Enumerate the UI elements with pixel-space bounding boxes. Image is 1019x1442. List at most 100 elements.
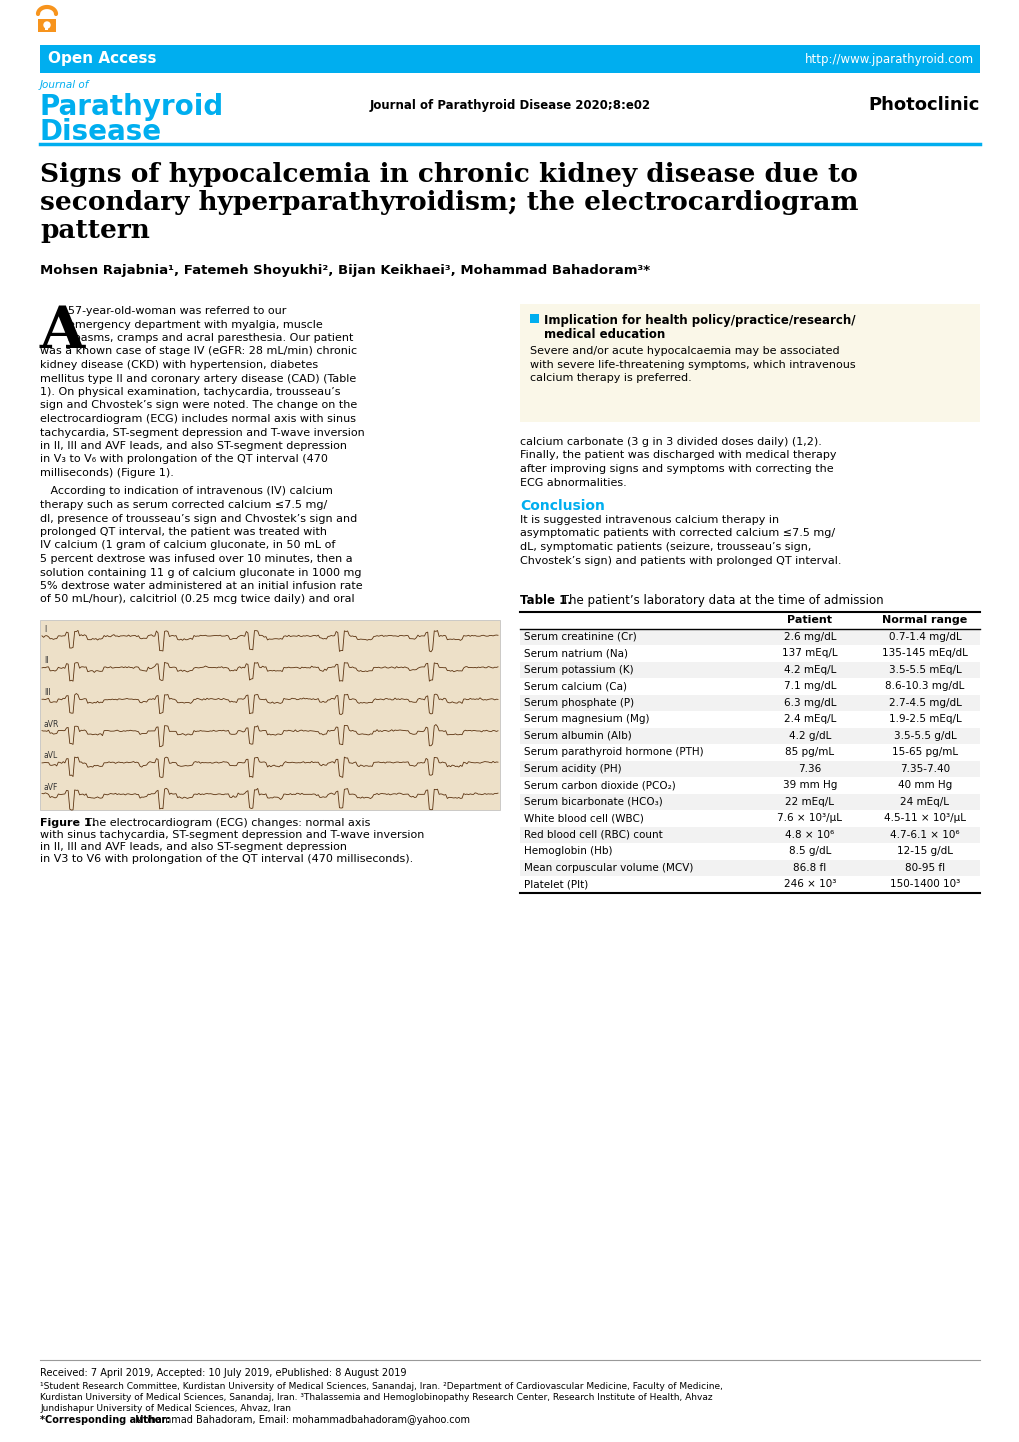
- Text: Mean corpuscular volume (MCV): Mean corpuscular volume (MCV): [524, 862, 693, 872]
- Bar: [46, 25, 49, 30]
- Text: Serum creatinine (Cr): Serum creatinine (Cr): [524, 632, 636, 642]
- Text: 2.4 mEq/L: 2.4 mEq/L: [783, 714, 836, 724]
- Text: aVF: aVF: [44, 783, 58, 792]
- Text: 6.3 mg/dL: 6.3 mg/dL: [783, 698, 836, 708]
- Text: I: I: [44, 624, 46, 633]
- Text: ECG abnormalities.: ECG abnormalities.: [520, 477, 626, 487]
- Text: of 50 mL/hour), calcitriol (0.25 mcg twice daily) and oral: of 50 mL/hour), calcitriol (0.25 mcg twi…: [40, 594, 355, 604]
- Text: 8.6-10.3 mg/dL: 8.6-10.3 mg/dL: [884, 681, 964, 691]
- Text: Severe and/or acute hypocalcaemia may be associated: Severe and/or acute hypocalcaemia may be…: [530, 346, 839, 356]
- Text: tachycardia, ST-segment depression and T-wave inversion: tachycardia, ST-segment depression and T…: [40, 427, 365, 437]
- Text: sign and Chvostek’s sign were noted. The change on the: sign and Chvostek’s sign were noted. The…: [40, 401, 357, 411]
- Text: therapy such as serum corrected calcium ≤7.5 mg/: therapy such as serum corrected calcium …: [40, 500, 327, 510]
- Bar: [520, 728, 979, 744]
- Text: 1.9-2.5 mEq/L: 1.9-2.5 mEq/L: [888, 714, 961, 724]
- Text: 135-145 mEq/dL: 135-145 mEq/dL: [881, 649, 967, 658]
- Text: Patient: Patient: [787, 616, 832, 626]
- Text: Hemoglobin (Hb): Hemoglobin (Hb): [524, 846, 611, 857]
- Text: ¹Student Research Committee, Kurdistan University of Medical Sciences, Sanandaj,: ¹Student Research Committee, Kurdistan U…: [40, 1381, 722, 1392]
- Text: Serum magnesium (Mg): Serum magnesium (Mg): [524, 714, 649, 724]
- Bar: [520, 744, 979, 760]
- Bar: [520, 678, 979, 695]
- Bar: [520, 793, 979, 810]
- Text: 22 mEq/L: 22 mEq/L: [785, 797, 834, 806]
- Text: 7.36: 7.36: [798, 764, 821, 774]
- Text: Serum albumin (Alb): Serum albumin (Alb): [524, 731, 631, 741]
- Text: III: III: [44, 688, 51, 696]
- Text: Platelet (Plt): Platelet (Plt): [524, 880, 588, 890]
- Text: Serum carbon dioxide (PCO₂): Serum carbon dioxide (PCO₂): [524, 780, 675, 790]
- Text: The electrocardiogram (ECG) changes: normal axis: The electrocardiogram (ECG) changes: nor…: [82, 818, 370, 828]
- Text: Figure 1.: Figure 1.: [40, 818, 96, 828]
- Bar: [520, 826, 979, 844]
- Text: pattern: pattern: [40, 218, 150, 244]
- Text: Disease: Disease: [40, 118, 162, 146]
- Text: 4.5-11 × 10³/μL: 4.5-11 × 10³/μL: [883, 813, 965, 823]
- Text: in V₃ to V₆ with prolongation of the QT interval (470: in V₃ to V₆ with prolongation of the QT …: [40, 454, 327, 464]
- Text: Parathyroid: Parathyroid: [40, 92, 224, 121]
- Text: Serum natrium (Na): Serum natrium (Na): [524, 649, 628, 658]
- Text: White blood cell (WBC): White blood cell (WBC): [524, 813, 643, 823]
- Text: 0.7-1.4 mg/dL: 0.7-1.4 mg/dL: [888, 632, 961, 642]
- Text: 85 pg/mL: 85 pg/mL: [785, 747, 834, 757]
- Text: Serum phosphate (P): Serum phosphate (P): [524, 698, 634, 708]
- Text: medical education: medical education: [543, 327, 664, 340]
- Text: aVL: aVL: [44, 751, 58, 760]
- Bar: [520, 875, 979, 893]
- Bar: [38, 19, 56, 32]
- Text: was a known case of stage IV (eGFR: 28 mL/min) chronic: was a known case of stage IV (eGFR: 28 m…: [40, 346, 357, 356]
- Bar: [520, 810, 979, 826]
- Text: 39 mm Hg: 39 mm Hg: [782, 780, 837, 790]
- Bar: [520, 711, 979, 728]
- Text: 5% dextrose water administered at an initial infusion rate: 5% dextrose water administered at an ini…: [40, 581, 363, 591]
- Text: 8.5 g/dL: 8.5 g/dL: [788, 846, 830, 857]
- Text: Serum calcium (Ca): Serum calcium (Ca): [524, 681, 627, 691]
- Text: in V3 to V6 with prolongation of the QT interval (470 milliseconds).: in V3 to V6 with prolongation of the QT …: [40, 854, 413, 864]
- Text: 4.2 mEq/L: 4.2 mEq/L: [783, 665, 836, 675]
- Text: milliseconds) (Figure 1).: milliseconds) (Figure 1).: [40, 469, 173, 477]
- Text: Kurdistan University of Medical Sciences, Sanandaj, Iran. ³Thalassemia and Hemog: Kurdistan University of Medical Sciences…: [40, 1393, 712, 1402]
- Text: Received: 7 April 2019, Accepted: 10 July 2019, ePublished: 8 August 2019: Received: 7 April 2019, Accepted: 10 Jul…: [40, 1368, 407, 1379]
- Text: calcium carbonate (3 g in 3 divided doses daily) (1,2).: calcium carbonate (3 g in 3 divided dose…: [520, 437, 821, 447]
- Text: 7.6 × 10³/μL: 7.6 × 10³/μL: [776, 813, 842, 823]
- Text: Mohsen Rajabnia¹, Fatemeh Shoyukhi², Bijan Keikhaei³, Mohammad Bahadoram³*: Mohsen Rajabnia¹, Fatemeh Shoyukhi², Bij…: [40, 264, 649, 277]
- Text: Open Access: Open Access: [48, 52, 156, 66]
- Text: 7.1 mg/dL: 7.1 mg/dL: [783, 681, 836, 691]
- Text: Chvostek’s sign) and patients with prolonged QT interval.: Chvostek’s sign) and patients with prolo…: [520, 555, 841, 565]
- Text: Normal range: Normal range: [881, 616, 967, 626]
- Bar: [520, 304, 979, 423]
- Text: calcium therapy is preferred.: calcium therapy is preferred.: [530, 373, 691, 384]
- Text: A: A: [40, 304, 86, 360]
- Text: Serum potassium (K): Serum potassium (K): [524, 665, 633, 675]
- Text: prolonged QT interval, the patient was treated with: prolonged QT interval, the patient was t…: [40, 526, 327, 536]
- Text: electrocardiogram (ECG) includes normal axis with sinus: electrocardiogram (ECG) includes normal …: [40, 414, 356, 424]
- Text: Serum acidity (PH): Serum acidity (PH): [524, 764, 621, 774]
- Text: According to indication of intravenous (IV) calcium: According to indication of intravenous (…: [40, 486, 332, 496]
- Text: after improving signs and symptoms with correcting the: after improving signs and symptoms with …: [520, 464, 833, 474]
- Bar: [530, 314, 538, 323]
- Text: 86.8 fl: 86.8 fl: [793, 862, 825, 872]
- Text: kidney disease (CKD) with hypertension, diabetes: kidney disease (CKD) with hypertension, …: [40, 360, 318, 371]
- Text: 15-65 pg/mL: 15-65 pg/mL: [891, 747, 957, 757]
- Text: in II, III and AVF leads, and also ST-segment depression: in II, III and AVF leads, and also ST-se…: [40, 842, 346, 852]
- Text: mellitus type II and coronary artery disease (CAD) (Table: mellitus type II and coronary artery dis…: [40, 373, 356, 384]
- Text: spasms, cramps and acral paresthesia. Our patient: spasms, cramps and acral paresthesia. Ou…: [68, 333, 353, 343]
- Text: Table 1.: Table 1.: [520, 594, 572, 607]
- Text: secondary hyperparathyroidism; the electrocardiogram: secondary hyperparathyroidism; the elect…: [40, 190, 858, 215]
- Bar: [40, 620, 499, 810]
- Text: in II, III and AVF leads, and also ST-segment depression: in II, III and AVF leads, and also ST-se…: [40, 441, 346, 451]
- Text: emergency department with myalgia, muscle: emergency department with myalgia, muscl…: [68, 320, 322, 330]
- Bar: [520, 760, 979, 777]
- Text: 57-year-old-woman was referred to our: 57-year-old-woman was referred to our: [68, 306, 286, 316]
- Text: 1). On physical examination, tachycardia, trousseau’s: 1). On physical examination, tachycardia…: [40, 386, 340, 397]
- Text: II: II: [44, 656, 49, 665]
- Text: 12-15 g/dL: 12-15 g/dL: [896, 846, 952, 857]
- Text: 246 × 10³: 246 × 10³: [783, 880, 836, 890]
- Text: 137 mEq/L: 137 mEq/L: [782, 649, 837, 658]
- Text: Red blood cell (RBC) count: Red blood cell (RBC) count: [524, 829, 662, 839]
- Text: Serum bicarbonate (HCO₃): Serum bicarbonate (HCO₃): [524, 797, 662, 806]
- Text: 4.7-6.1 × 10⁶: 4.7-6.1 × 10⁶: [890, 829, 959, 839]
- Bar: [520, 844, 979, 859]
- Text: Jundishapur University of Medical Sciences, Ahvaz, Iran: Jundishapur University of Medical Scienc…: [40, 1405, 290, 1413]
- Text: The patient’s laboratory data at the time of admission: The patient’s laboratory data at the tim…: [557, 594, 882, 607]
